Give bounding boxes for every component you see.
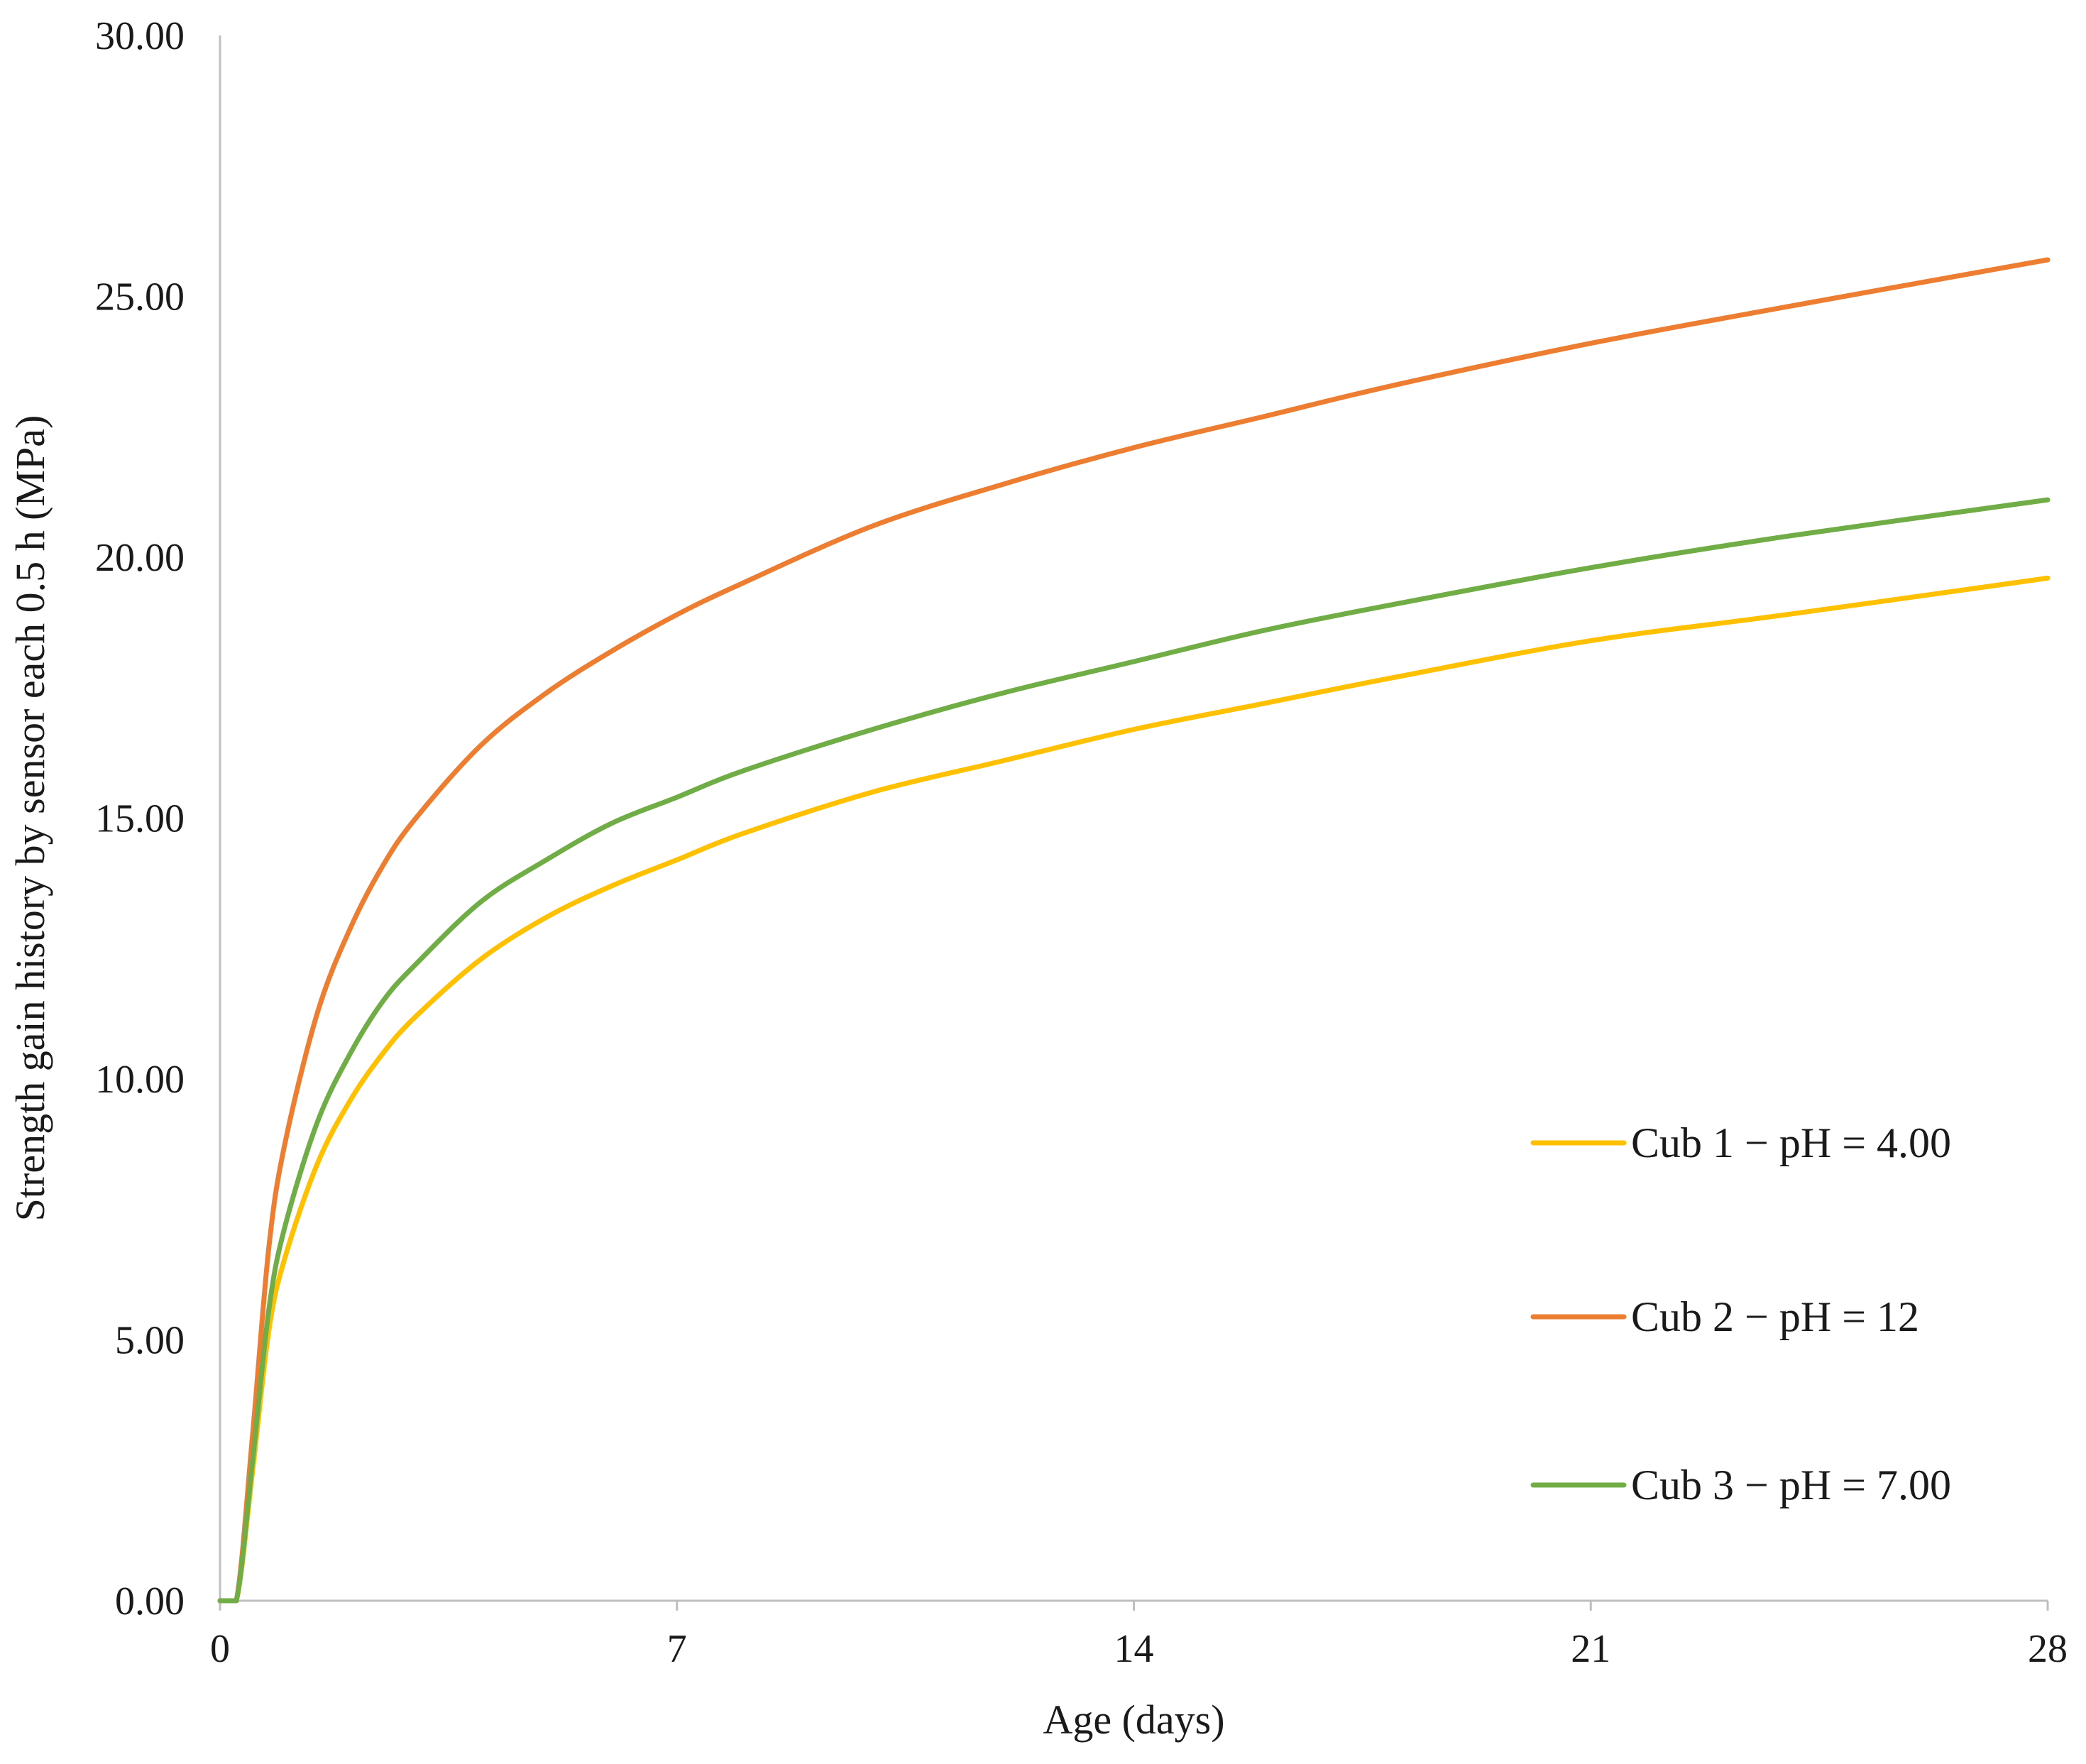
y-tick-label: 0.00 [115,1579,185,1623]
x-axis-title: Age (days) [1043,1697,1224,1743]
y-tick-label: 10.00 [95,1058,185,1102]
legend-label-3: Cub 3 − pH = 7.00 [1631,1462,1951,1508]
tick-labels: 0 7 14 21 28 0.00 5.00 10.00 15.00 20.00 25.00 30.0… [95,14,2068,1671]
series-lines [217,257,2051,1604]
y-tick-label: 25.00 [95,275,185,319]
x-tick-label: 14 [1114,1627,1154,1671]
y-tick-label: 5.00 [115,1319,185,1363]
y-tick-label: 30.00 [95,14,185,58]
y-tick-label: 15.00 [95,797,185,841]
y-tick-label: 20.00 [95,536,185,580]
x-tick-label: 21 [1571,1627,1610,1671]
x-tick-label: 7 [667,1627,687,1671]
x-tick-label: 0 [210,1627,230,1671]
legend-label-2: Cub 2 − pH = 12 [1631,1293,1919,1340]
series-line-1 [217,575,2051,1604]
legend-label-1: Cub 1 − pH = 4.00 [1631,1119,1951,1166]
series-line-2 [217,257,2051,1604]
legend: Cub 1 − pH = 4.00 Cub 2 − pH = 12 Cub 3 − … [1530,1119,1951,1508]
y-axis-title: Strength gain history by sensor each 0.5… [7,415,53,1222]
x-tick-label: 28 [2028,1627,2068,1671]
series-line-3 [217,497,2051,1604]
